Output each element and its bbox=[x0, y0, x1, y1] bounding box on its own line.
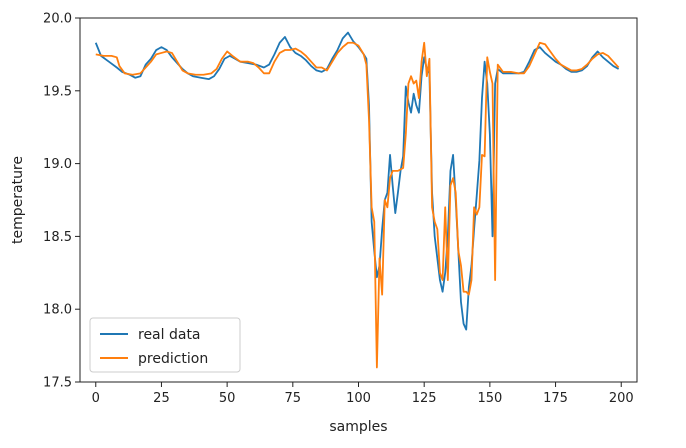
series-layer bbox=[94, 31, 620, 369]
series-line-prediction bbox=[95, 41, 620, 369]
x-axis-label: samples bbox=[329, 419, 387, 435]
legend-label-real-data: real data bbox=[138, 327, 201, 343]
x-tick-label: 200 bbox=[609, 391, 634, 406]
x-tick-label: 75 bbox=[285, 391, 302, 406]
x-tick-label: 25 bbox=[153, 391, 170, 406]
legend-label-prediction: prediction bbox=[138, 351, 208, 367]
x-tick-label: 0 bbox=[92, 391, 100, 406]
legend: real data prediction bbox=[89, 317, 241, 373]
x-tick-label: 150 bbox=[477, 391, 502, 406]
y-tick-label: 19.0 bbox=[43, 157, 72, 172]
y-axis-label: temperature bbox=[10, 156, 26, 244]
y-tick-label: 19.5 bbox=[43, 84, 72, 99]
y-tick-label: 20.0 bbox=[43, 12, 72, 27]
y-axis-ticks: 17.5 18.0 18.5 19.0 19.5 20.0 bbox=[43, 12, 80, 391]
y-tick-label: 17.5 bbox=[43, 376, 72, 391]
x-tick-label: 50 bbox=[219, 391, 236, 406]
x-axis-ticks: 0 25 50 75 100 125 150 175 200 bbox=[92, 382, 634, 406]
series-line-real-data bbox=[94, 31, 620, 331]
x-tick-label: 125 bbox=[412, 391, 437, 406]
y-tick-label: 18.5 bbox=[43, 230, 72, 245]
x-tick-label: 100 bbox=[346, 391, 371, 406]
y-tick-label: 18.0 bbox=[43, 303, 72, 318]
x-tick-label: 175 bbox=[543, 391, 568, 406]
